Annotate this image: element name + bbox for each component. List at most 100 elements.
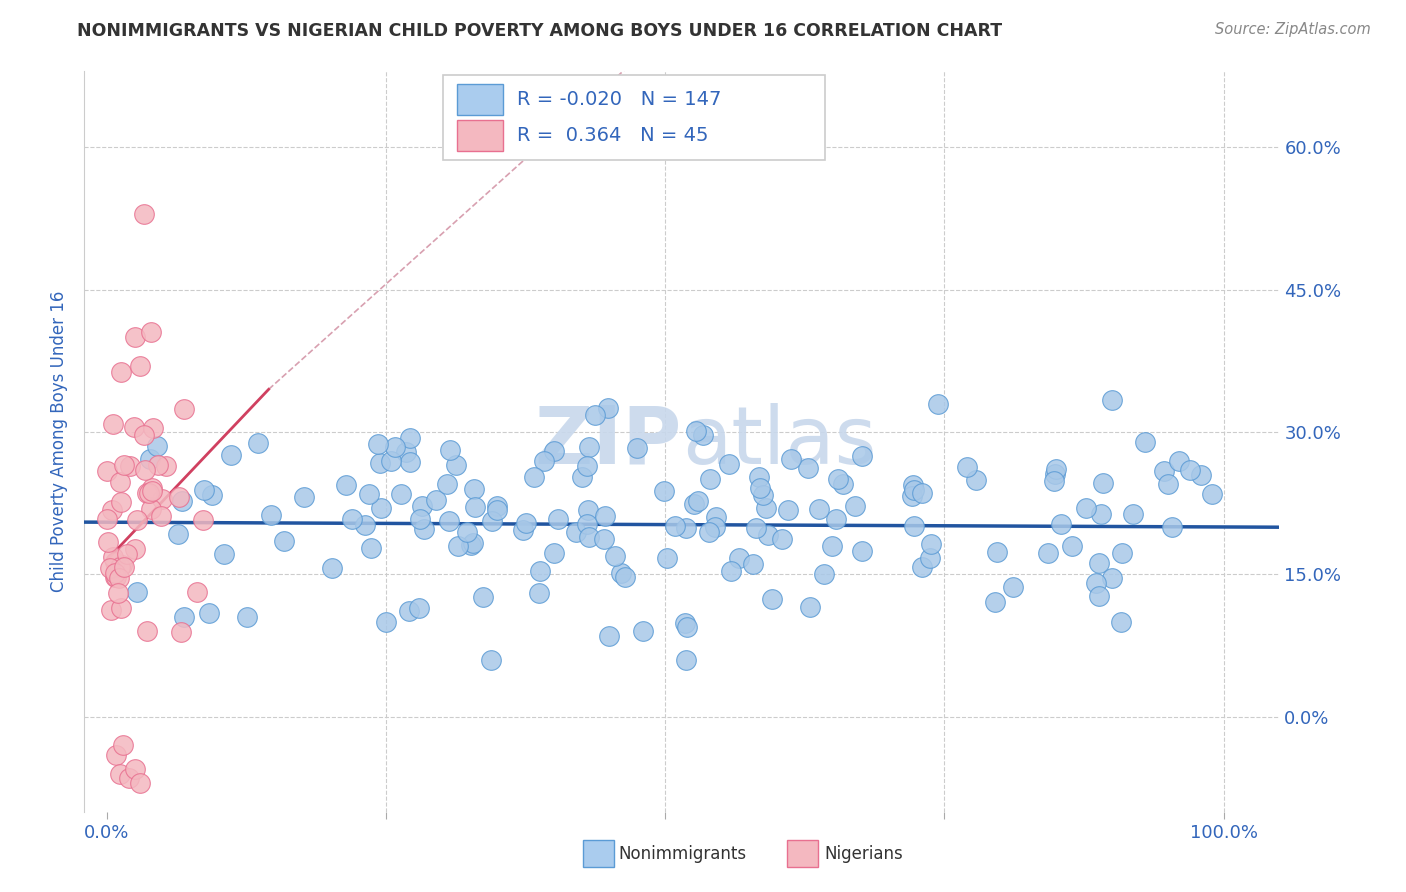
- Point: [761, 591, 783, 606]
- Point: [212, 547, 235, 561]
- Point: [1161, 520, 1184, 534]
- Point: [97, 535, 120, 549]
- Point: [920, 536, 942, 550]
- Point: [219, 448, 242, 462]
- Point: [169, 490, 191, 504]
- Point: [104, 570, 127, 584]
- Point: [512, 524, 534, 538]
- Point: [901, 477, 924, 491]
- Point: [603, 549, 626, 563]
- Point: [571, 470, 593, 484]
- Point: [236, 609, 259, 624]
- Point: [752, 488, 775, 502]
- Point: [543, 546, 565, 560]
- Point: [697, 525, 720, 540]
- Point: [1043, 467, 1066, 482]
- Text: NONIMMIGRANTS VS NIGERIAN CHILD POVERTY AMONG BOYS UNDER 16 CORRELATION CHART: NONIMMIGRANTS VS NIGERIAN CHILD POVERTY …: [77, 22, 1002, 40]
- Point: [395, 445, 418, 459]
- Point: [460, 538, 482, 552]
- Point: [129, 776, 152, 790]
- Point: [479, 653, 502, 667]
- Point: [193, 483, 215, 498]
- Point: [96, 512, 118, 526]
- Point: [1088, 589, 1111, 603]
- Point: [613, 570, 636, 584]
- Point: [110, 365, 132, 379]
- Point: [110, 601, 132, 615]
- Point: [398, 604, 420, 618]
- Point: [1062, 539, 1084, 553]
- Point: [436, 477, 458, 491]
- Point: [1045, 462, 1067, 476]
- Point: [903, 519, 925, 533]
- Point: [132, 207, 155, 221]
- Point: [918, 550, 941, 565]
- Point: [321, 560, 343, 574]
- Point: [673, 616, 696, 631]
- Point: [200, 488, 222, 502]
- Point: [664, 519, 686, 533]
- Point: [1153, 464, 1175, 478]
- Point: [139, 452, 162, 467]
- Point: [134, 463, 156, 477]
- Point: [1168, 453, 1191, 467]
- Text: Source: ZipAtlas.com: Source: ZipAtlas.com: [1215, 22, 1371, 37]
- Point: [776, 503, 799, 517]
- Point: [368, 456, 391, 470]
- Point: [851, 543, 873, 558]
- Point: [742, 557, 765, 571]
- Point: [592, 533, 614, 547]
- Point: [104, 747, 127, 762]
- Point: [118, 458, 141, 473]
- Point: [125, 585, 148, 599]
- Point: [142, 421, 165, 435]
- Point: [770, 533, 793, 547]
- Point: [340, 512, 363, 526]
- Point: [437, 514, 460, 528]
- Point: [1135, 434, 1157, 449]
- Point: [169, 624, 191, 639]
- Point: [832, 477, 855, 491]
- Y-axis label: Child Poverty Among Boys Under 16: Child Poverty Among Boys Under 16: [51, 291, 69, 592]
- Point: [1001, 580, 1024, 594]
- Point: [186, 584, 208, 599]
- Point: [197, 606, 219, 620]
- Point: [543, 443, 565, 458]
- Point: [173, 610, 195, 624]
- Point: [699, 472, 721, 486]
- Point: [598, 629, 620, 643]
- Point: [110, 495, 132, 509]
- Point: [124, 330, 146, 344]
- Point: [108, 475, 131, 490]
- Point: [447, 539, 470, 553]
- Point: [485, 500, 508, 514]
- Point: [98, 561, 121, 575]
- Point: [807, 501, 830, 516]
- Point: [547, 512, 569, 526]
- Point: [911, 560, 934, 574]
- Point: [485, 503, 508, 517]
- Point: [138, 485, 160, 500]
- Point: [626, 441, 648, 455]
- Point: [141, 501, 163, 516]
- Point: [260, 508, 283, 522]
- Point: [141, 483, 163, 498]
- Point: [682, 497, 704, 511]
- Point: [703, 520, 725, 534]
- Point: [704, 509, 727, 524]
- Point: [112, 458, 135, 472]
- Point: [1088, 556, 1111, 570]
- Point: [610, 566, 633, 580]
- Point: [471, 590, 494, 604]
- Point: [439, 443, 461, 458]
- Point: [657, 551, 679, 566]
- Point: [101, 549, 124, 564]
- Point: [676, 620, 699, 634]
- Point: [335, 477, 357, 491]
- Text: Nigerians: Nigerians: [824, 845, 903, 863]
- Point: [125, 514, 148, 528]
- Point: [146, 439, 169, 453]
- Point: [100, 602, 122, 616]
- Point: [172, 494, 194, 508]
- Point: [824, 512, 846, 526]
